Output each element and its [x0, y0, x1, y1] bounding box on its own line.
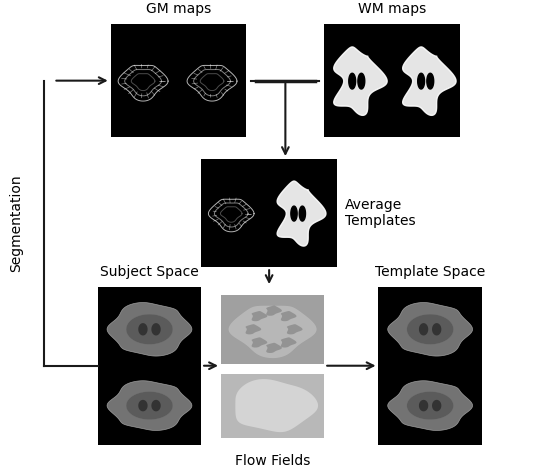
Polygon shape — [388, 303, 472, 356]
Polygon shape — [281, 311, 296, 321]
Polygon shape — [419, 323, 428, 336]
Polygon shape — [334, 47, 387, 115]
Polygon shape — [266, 343, 282, 353]
Bar — [221, 374, 324, 438]
Polygon shape — [358, 73, 365, 89]
Polygon shape — [138, 400, 148, 412]
Bar — [205, 167, 258, 261]
Bar — [328, 32, 385, 130]
Polygon shape — [287, 324, 302, 334]
Text: Flow Fields: Flow Fields — [235, 455, 310, 468]
Polygon shape — [432, 400, 441, 412]
Polygon shape — [407, 314, 453, 345]
Bar — [98, 287, 201, 445]
Polygon shape — [107, 303, 192, 356]
Polygon shape — [418, 73, 425, 89]
Bar — [221, 295, 324, 364]
Bar — [379, 287, 482, 445]
Polygon shape — [291, 206, 297, 221]
Text: Segmentation: Segmentation — [9, 174, 23, 272]
Polygon shape — [246, 324, 261, 334]
Bar — [397, 32, 454, 130]
Polygon shape — [403, 47, 456, 115]
Polygon shape — [281, 337, 296, 347]
Bar — [103, 295, 196, 364]
Polygon shape — [251, 311, 268, 321]
Bar — [324, 24, 460, 137]
Polygon shape — [277, 181, 326, 246]
Bar — [114, 32, 171, 130]
Text: Subject Space: Subject Space — [100, 265, 199, 279]
Polygon shape — [388, 381, 472, 430]
Text: Average
Templates: Average Templates — [345, 198, 416, 228]
Polygon shape — [107, 381, 192, 430]
Polygon shape — [299, 206, 305, 221]
Polygon shape — [349, 73, 356, 89]
Polygon shape — [126, 392, 173, 420]
Polygon shape — [235, 379, 318, 432]
Bar — [201, 159, 337, 267]
Polygon shape — [152, 323, 161, 336]
Polygon shape — [427, 73, 433, 89]
Polygon shape — [251, 337, 268, 347]
Text: WM maps: WM maps — [358, 2, 426, 16]
Polygon shape — [266, 305, 282, 316]
Polygon shape — [229, 306, 316, 358]
Polygon shape — [407, 392, 453, 420]
Bar — [384, 374, 477, 438]
Text: Template Space: Template Space — [375, 265, 485, 279]
Polygon shape — [138, 323, 148, 336]
Bar — [221, 374, 324, 438]
Bar — [184, 32, 240, 130]
Bar — [103, 374, 196, 438]
Bar — [272, 167, 324, 261]
Bar — [221, 295, 324, 364]
Polygon shape — [432, 323, 441, 336]
Bar — [384, 295, 477, 364]
Polygon shape — [419, 400, 428, 412]
Polygon shape — [152, 400, 161, 412]
Bar — [110, 24, 246, 137]
Polygon shape — [126, 314, 173, 345]
Text: GM maps: GM maps — [146, 2, 211, 16]
